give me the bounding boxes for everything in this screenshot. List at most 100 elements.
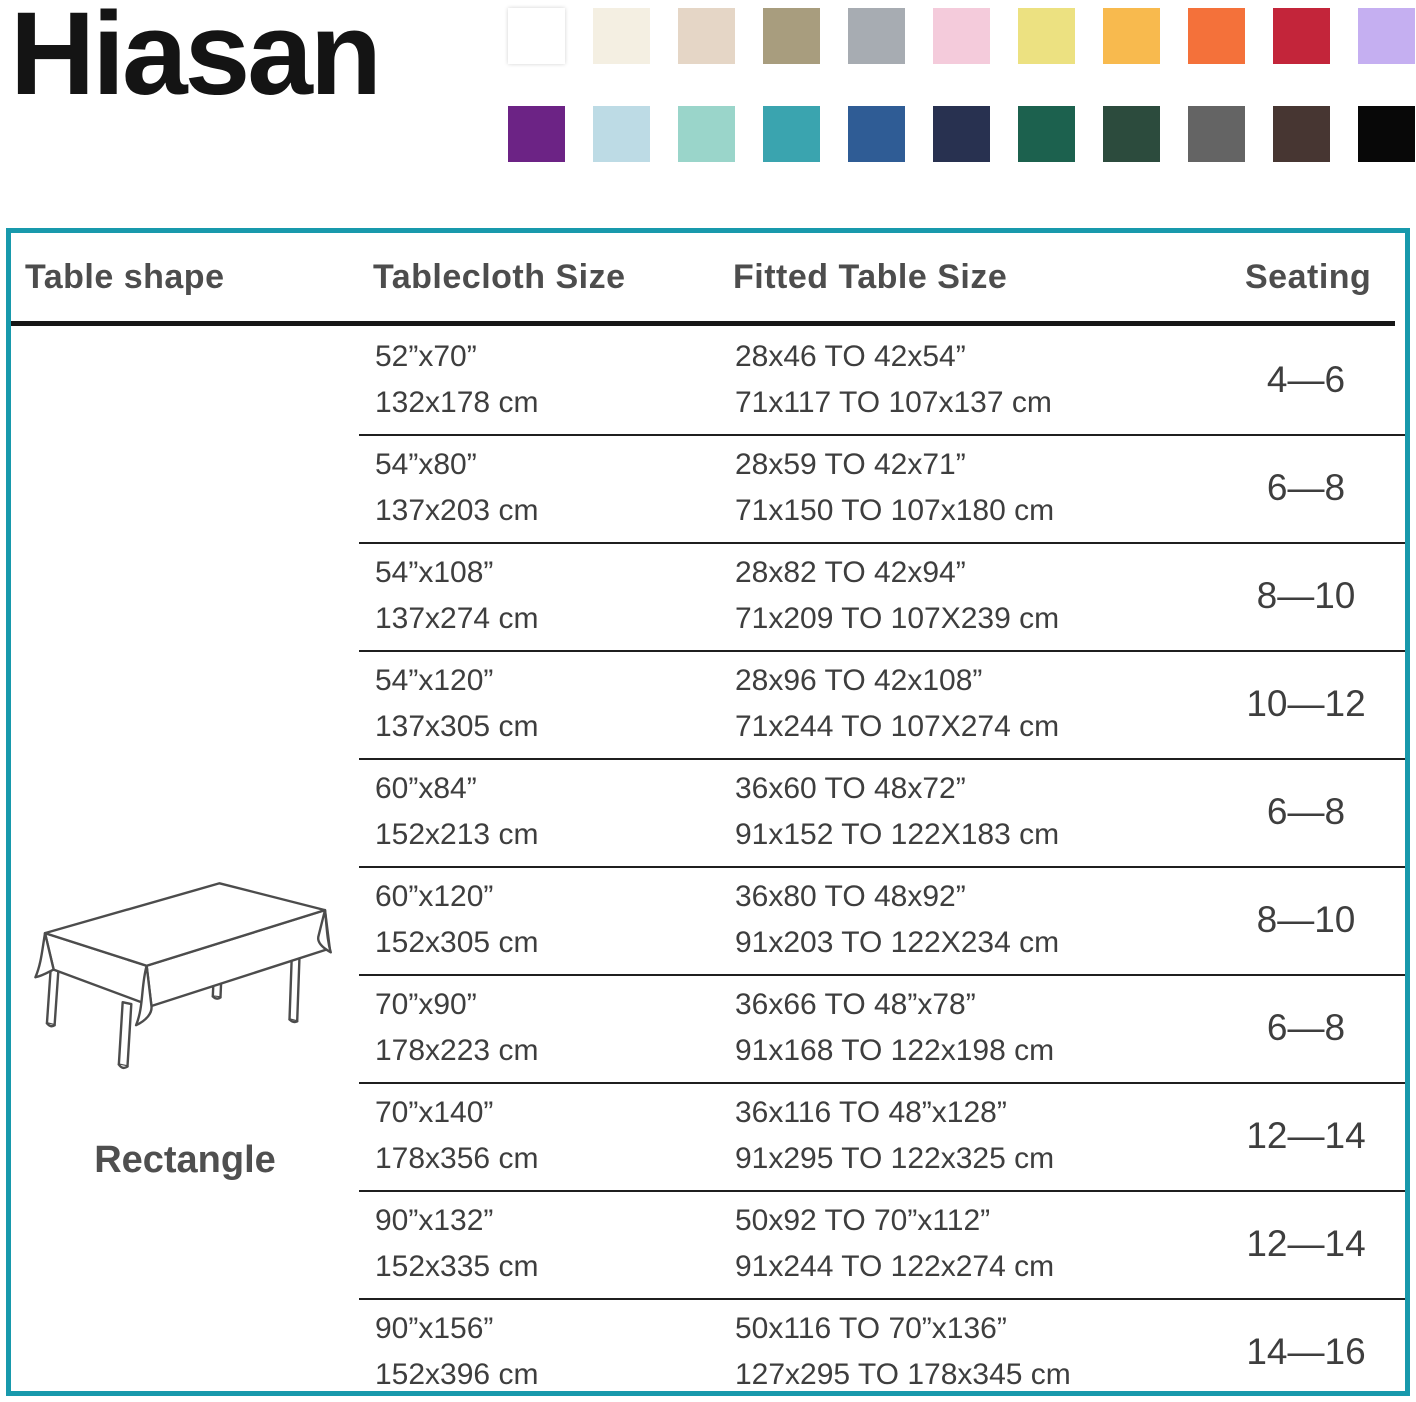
fitted-table-size-cell: 36x66 TO 48”x78” 91x168 TO 122x198 cm [735,982,1235,1074]
fitted-table-size-cell: 36x116 TO 48”x128” 91x295 TO 122x325 cm [735,1090,1235,1182]
tablecloth-size-cell: 70”x140” 178x356 cm [375,1090,735,1182]
column-header-fitted-table-size: Fitted Table Size [733,257,1008,296]
table-shape-column: Rectangle [11,326,359,1402]
table-row: 60”x84” 152x213 cm 36x60 TO 48x72” 91x15… [359,760,1405,868]
table-row: 52”x70” 132x178 cm 28x46 TO 42x54” 71x11… [359,328,1405,436]
fitted-size-cm: 71x209 TO 107X239 cm [735,602,1060,635]
fitted-size-cm: 71x117 TO 107x137 cm [735,386,1052,419]
page-header: Hiasan [0,0,1416,228]
tablecloth-size-cm: 152x305 cm [375,926,539,959]
color-swatch-ivory [593,8,650,64]
table-row: 90”x132” 152x335 cm 50x92 TO 70”x112” 91… [359,1192,1405,1300]
tablecloth-size-inches: 60”x84” [375,772,477,805]
tablecloth-size-cell: 90”x156” 152x396 cm [375,1306,735,1398]
seating-cell: 12—14 [1246,1115,1366,1156]
table-header-row: Table shape Tablecloth Size Fitted Table… [11,233,1395,326]
fitted-size-cm: 91x203 TO 122X234 cm [735,926,1060,959]
tablecloth-size-cm: 132x178 cm [375,386,539,419]
tablecloth-size-inches: 52”x70” [375,340,477,373]
column-header-tablecloth-size: Tablecloth Size [373,257,626,296]
fitted-table-size-cell: 50x116 TO 70”x136” 127x295 TO 178x345 cm [735,1306,1235,1398]
color-swatch-grey [848,8,905,64]
table-row: 70”x140” 178x356 cm 36x116 TO 48”x128” 9… [359,1084,1405,1192]
color-swatch-dark-green [1103,106,1160,162]
table-row: 70”x90” 178x223 cm 36x66 TO 48”x78” 91x1… [359,976,1405,1084]
fitted-size-inches: 28x96 TO 42x108” [735,664,983,697]
seating-cell: 6—8 [1266,467,1346,508]
brand-logo: Hiasan [10,0,382,120]
color-swatch-brown [1273,106,1330,162]
tablecloth-size-cell: 54”x80” 137x203 cm [375,442,735,534]
color-swatch-khaki [763,8,820,64]
tablecloth-size-cell: 54”x108” 137x274 cm [375,550,735,642]
tablecloth-size-cell: 54”x120” 137x305 cm [375,658,735,750]
tablecloth-size-cell: 70”x90” 178x223 cm [375,982,735,1074]
tablecloth-size-inches: 90”x156” [375,1312,494,1345]
seating-cell: 12—14 [1246,1223,1366,1264]
fitted-size-inches: 28x59 TO 42x71” [735,448,966,481]
table-body: Rectangle 52”x70” 132x178 cm 28x46 TO 42… [11,326,1405,1402]
table-row: 54”x80” 137x203 cm 28x59 TO 42x71” 71x15… [359,436,1405,544]
tablecloth-size-cm: 152x335 cm [375,1250,539,1283]
color-swatch-pink [933,8,990,64]
fitted-table-size-cell: 36x60 TO 48x72” 91x152 TO 122X183 cm [735,766,1235,858]
color-swatch-gold [1103,8,1160,64]
tablecloth-size-inches: 60”x120” [375,880,494,913]
color-swatch-aqua [678,106,735,162]
seating-cell: 8—10 [1256,899,1356,940]
column-header-seating: Seating [1245,257,1372,296]
tablecloth-size-inches: 54”x120” [375,664,494,697]
shape-label: Rectangle [94,1138,276,1181]
fitted-table-size-cell: 50x92 TO 70”x112” 91x244 TO 122x274 cm [735,1198,1235,1290]
fitted-table-size-cell: 28x96 TO 42x108” 71x244 TO 107X274 cm [735,658,1235,750]
color-swatch-dark-grey [1188,106,1245,162]
color-swatch-teal [763,106,820,162]
color-swatch-steel-blue [848,106,905,162]
fitted-size-cm: 127x295 TO 178x345 cm [735,1358,1071,1391]
color-swatch-beige [678,8,735,64]
tablecloth-size-cm: 178x356 cm [375,1142,539,1175]
table-row: 90”x156” 152x396 cm 50x116 TO 70”x136” 1… [359,1300,1405,1402]
tablecloth-size-cell: 60”x84” 152x213 cm [375,766,735,858]
color-swatch-lavender [1358,8,1415,64]
swatch-row-2 [508,106,1415,162]
tablecloth-size-cm: 178x223 cm [375,1034,539,1067]
table-row: 54”x120” 137x305 cm 28x96 TO 42x108” 71x… [359,652,1405,760]
fitted-table-size-cell: 28x82 TO 42x94” 71x209 TO 107X239 cm [735,550,1235,642]
tablecloth-size-cell: 52”x70” 132x178 cm [375,334,735,426]
swatch-row-1 [508,8,1415,64]
seating-cell: 8—10 [1256,575,1356,616]
tablecloth-size-cm: 152x213 cm [375,818,539,851]
table-row: 54”x108” 137x274 cm 28x82 TO 42x94” 71x2… [359,544,1405,652]
fitted-size-inches: 36x80 TO 48x92” [735,880,966,913]
size-chart-table: Table shape Tablecloth Size Fitted Table… [6,228,1410,1396]
fitted-size-inches: 28x82 TO 42x94” [735,556,966,589]
color-swatch-white [508,8,565,64]
color-swatch-palette [508,8,1415,162]
fitted-size-cm: 91x152 TO 122X183 cm [735,818,1060,851]
color-swatch-hunter-green [1018,106,1075,162]
seating-cell: 6—8 [1266,1007,1346,1048]
fitted-size-cm: 91x168 TO 122x198 cm [735,1034,1055,1067]
color-swatch-navy [933,106,990,162]
tablecloth-size-cell: 60”x120” 152x305 cm [375,874,735,966]
seating-cell: 14—16 [1246,1331,1366,1372]
seating-cell: 10—12 [1246,683,1366,724]
fitted-size-inches: 50x116 TO 70”x136” [735,1312,1007,1345]
tablecloth-size-inches: 54”x80” [375,448,477,481]
fitted-size-cm: 91x295 TO 122x325 cm [735,1142,1055,1175]
seating-cell: 4—6 [1266,359,1346,400]
fitted-size-cm: 71x244 TO 107X274 cm [735,710,1060,743]
fitted-table-size-cell: 28x46 TO 42x54” 71x117 TO 107x137 cm [735,334,1235,426]
column-header-table-shape: Table shape [25,257,225,296]
tablecloth-size-inches: 54”x108” [375,556,494,589]
fitted-size-cm: 91x244 TO 122x274 cm [735,1250,1055,1283]
fitted-size-inches: 36x60 TO 48x72” [735,772,966,805]
table-row: 60”x120” 152x305 cm 36x80 TO 48x92” 91x2… [359,868,1405,976]
tablecloth-size-cm: 137x274 cm [375,602,539,635]
tablecloth-size-inches: 70”x140” [375,1096,494,1129]
color-swatch-orange [1188,8,1245,64]
fitted-table-size-cell: 28x59 TO 42x71” 71x150 TO 107x180 cm [735,442,1235,534]
size-rows: 52”x70” 132x178 cm 28x46 TO 42x54” 71x11… [359,326,1405,1402]
color-swatch-yellow [1018,8,1075,64]
